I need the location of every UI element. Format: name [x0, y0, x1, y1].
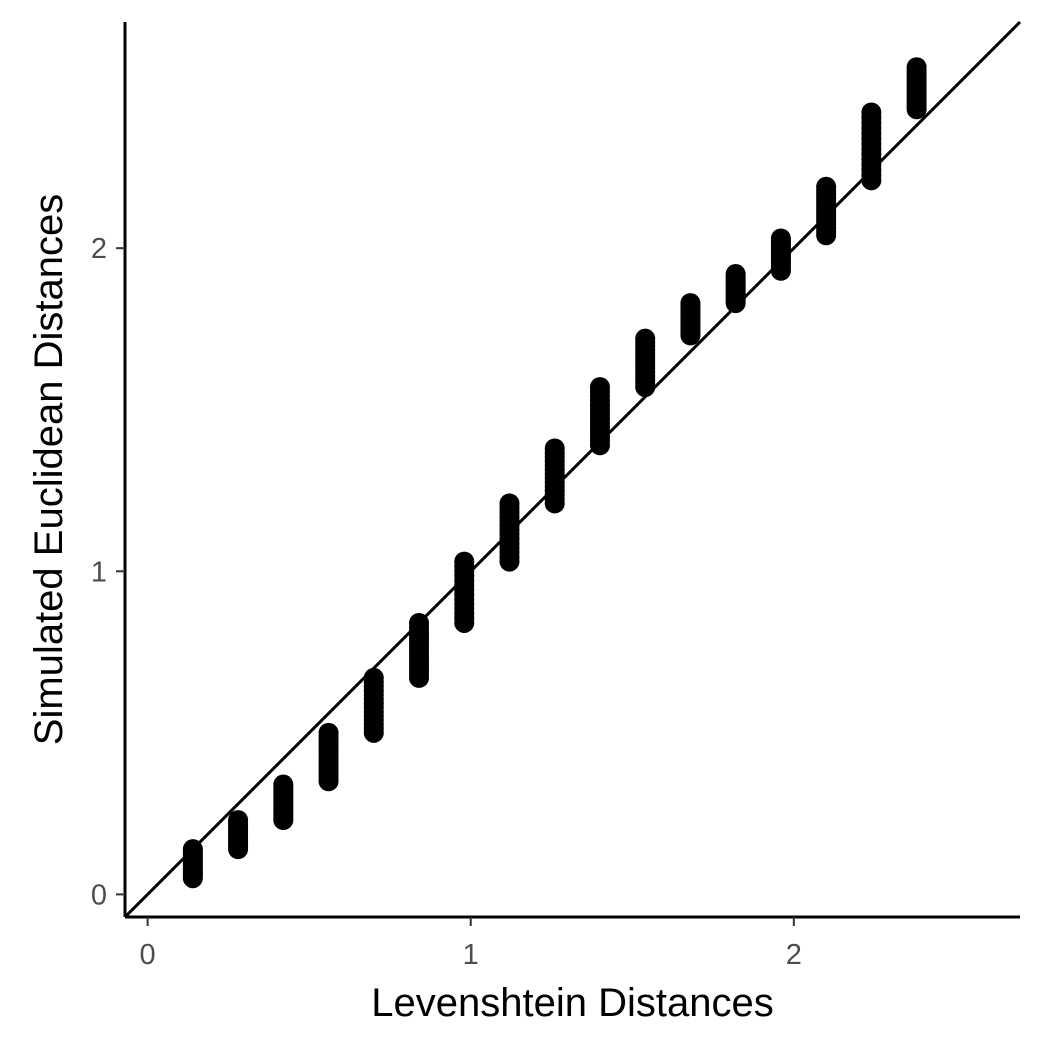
x-ticks: 0 1 2 — [140, 917, 802, 971]
data-point — [816, 176, 837, 197]
data-point — [589, 377, 610, 398]
data-point — [680, 293, 701, 314]
y-tick-label: 2 — [91, 233, 107, 265]
x-tick-label: 0 — [140, 939, 156, 971]
data-point — [861, 102, 882, 123]
x-axis-title: Levenshtein Distances — [371, 981, 773, 1025]
data-point — [635, 328, 656, 349]
data-point — [499, 493, 520, 514]
points-layer — [182, 57, 927, 889]
identity-reference-line — [123, 20, 1022, 919]
data-point — [454, 551, 475, 572]
data-point — [770, 228, 791, 249]
y-tick-label: 1 — [91, 556, 107, 588]
data-point — [725, 264, 746, 285]
data-point — [273, 774, 294, 795]
x-tick-label: 2 — [786, 939, 802, 971]
data-point — [544, 438, 565, 459]
y-ticks: 0 1 2 — [91, 233, 125, 911]
y-axis-title: Simulated Euclidean Distances — [27, 194, 71, 745]
x-tick-label: 1 — [463, 939, 479, 971]
data-point — [318, 722, 339, 743]
data-point — [363, 667, 384, 688]
y-tick-label: 0 — [91, 879, 107, 911]
data-point — [906, 57, 927, 78]
data-point — [228, 810, 249, 831]
